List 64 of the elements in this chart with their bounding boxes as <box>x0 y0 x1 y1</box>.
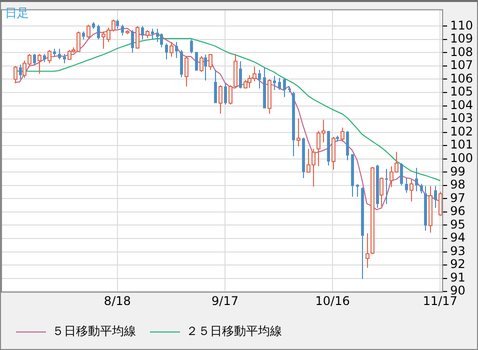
candlestick <box>92 22 95 30</box>
candlestick <box>273 75 276 90</box>
y-tick-label: 96 <box>450 204 466 218</box>
chart-title: 日足 <box>5 5 29 22</box>
candlestick <box>400 162 403 186</box>
candlestick <box>204 54 207 82</box>
candlestick <box>415 167 418 192</box>
candlestick <box>175 42 178 58</box>
y-tick-label: 94 <box>450 230 466 245</box>
candlestick <box>356 184 359 198</box>
x-tick-label: 9/17 <box>212 294 238 308</box>
candlestick <box>19 64 22 80</box>
candlestick <box>424 186 427 232</box>
legend-label: ５日移動平均線 <box>52 324 136 338</box>
y-tick-label: 104 <box>450 98 473 112</box>
candlestick <box>131 30 134 54</box>
candlestick <box>405 178 408 194</box>
candlestick <box>224 82 227 105</box>
y-tick-label: 108 <box>450 44 473 59</box>
y-tick-label: 101 <box>450 138 473 152</box>
candlestick <box>214 69 217 104</box>
y-tick-label: 106 <box>450 71 473 86</box>
y-tick-label: 98 <box>450 178 466 192</box>
candlestick <box>434 186 437 208</box>
candlestick <box>278 77 281 90</box>
candlestick <box>376 164 379 208</box>
x-tick-label: 11/17 <box>422 294 458 308</box>
candlestick <box>63 54 66 64</box>
candlestick <box>180 50 183 78</box>
candlestick <box>58 48 61 60</box>
candlestick <box>116 18 119 30</box>
candlestick <box>420 183 423 194</box>
candlestick <box>165 42 168 60</box>
x-tick-label: 8/18 <box>104 294 131 308</box>
y-tick-label: 109 <box>450 32 473 46</box>
y-tick-label: 107 <box>450 58 473 72</box>
candlestick <box>336 135 339 142</box>
y-tick-label: 110 <box>450 18 473 32</box>
candlestick <box>258 69 261 90</box>
x-tick-label: 10/16 <box>315 294 350 308</box>
candlestick <box>97 24 100 40</box>
candlestick <box>263 66 266 108</box>
candlestick <box>327 130 330 166</box>
y-tick-label: 100 <box>450 150 473 165</box>
y-tick-label: 103 <box>450 111 473 126</box>
candlestick <box>43 54 46 62</box>
candlestick <box>292 91 295 157</box>
y-tick-label: 99 <box>450 164 466 178</box>
candlestick <box>151 28 154 40</box>
y-tick-label: 93 <box>450 244 466 258</box>
y-tick-label: 92 <box>450 257 466 272</box>
candlestick <box>346 132 349 161</box>
legend-label: ２５日移動平均線 <box>186 324 282 338</box>
candlestick <box>53 48 56 58</box>
candlestick <box>302 138 305 179</box>
candlestick <box>141 26 144 40</box>
candlestick <box>190 38 193 54</box>
y-tick-label: 102 <box>450 124 473 138</box>
candlestick <box>283 77 286 98</box>
y-tick-label: 91 <box>450 270 466 284</box>
candlestick <box>288 86 291 93</box>
y-tick-label: 95 <box>450 217 466 232</box>
y-tick-label: 97 <box>450 190 466 205</box>
y-tick-label: 105 <box>450 84 473 99</box>
